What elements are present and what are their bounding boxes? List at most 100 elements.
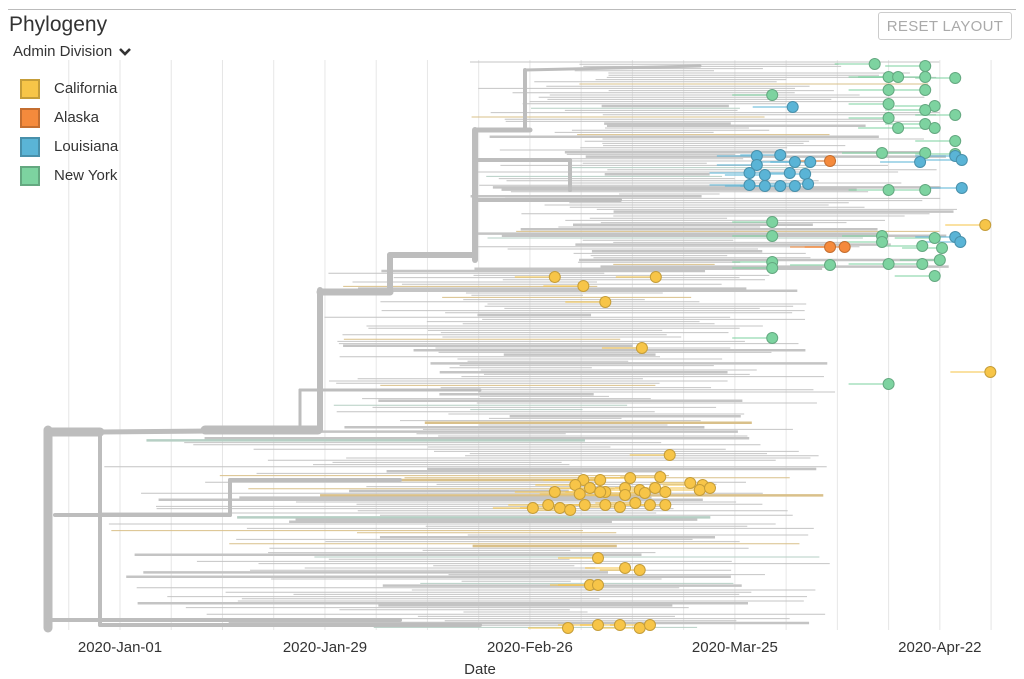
tip-california[interactable] [649, 482, 662, 494]
tip-louisiana[interactable] [788, 156, 801, 168]
tip-california[interactable] [573, 488, 586, 500]
tip-new-york[interactable] [949, 135, 962, 147]
tip-california[interactable] [613, 619, 626, 631]
legend-item-new-york[interactable]: New York [20, 161, 118, 190]
tip-new-york[interactable] [766, 89, 779, 101]
tip-new-york[interactable] [919, 147, 932, 159]
tip-new-york[interactable] [766, 262, 779, 274]
tip-new-york[interactable] [882, 258, 895, 270]
tip-new-york[interactable] [876, 236, 889, 248]
tip-california[interactable] [591, 579, 604, 591]
tip-new-york[interactable] [919, 71, 932, 83]
tip-new-york[interactable] [916, 240, 929, 252]
tip-california[interactable] [619, 489, 632, 501]
tip-california[interactable] [633, 622, 646, 634]
tip-alaska[interactable] [838, 241, 851, 253]
tip-new-york[interactable] [882, 84, 895, 96]
tip-california[interactable] [633, 564, 646, 576]
tip-new-york[interactable] [882, 378, 895, 390]
tip-new-york[interactable] [868, 58, 881, 70]
tip-california[interactable] [561, 622, 574, 634]
tip-california[interactable] [613, 501, 626, 513]
tip-california[interactable] [619, 562, 632, 574]
tip-new-york[interactable] [876, 147, 889, 159]
tip-new-york[interactable] [936, 242, 949, 254]
tip-new-york[interactable] [919, 104, 932, 116]
tip-california[interactable] [578, 499, 591, 511]
tip-new-york[interactable] [882, 112, 895, 124]
tip-louisiana[interactable] [758, 180, 771, 192]
tip-california[interactable] [594, 474, 607, 486]
tip-california[interactable] [542, 499, 555, 511]
tip-california[interactable] [526, 502, 539, 514]
tip-california[interactable] [577, 280, 590, 292]
tip-new-york[interactable] [928, 270, 941, 282]
tip-california[interactable] [629, 497, 642, 509]
tip-new-york[interactable] [928, 232, 941, 244]
tip-louisiana[interactable] [758, 169, 771, 181]
tip-louisiana[interactable] [750, 159, 763, 171]
tip-louisiana[interactable] [774, 180, 787, 192]
tip-new-york[interactable] [766, 230, 779, 242]
legend-item-alaska[interactable]: Alaska [20, 103, 118, 132]
tip-louisiana[interactable] [804, 156, 817, 168]
tip-new-york[interactable] [882, 184, 895, 196]
tip-california[interactable] [984, 366, 997, 378]
tip-new-york[interactable] [933, 254, 946, 266]
tip-california[interactable] [663, 449, 676, 461]
tip-louisiana[interactable] [802, 178, 815, 190]
tip-louisiana[interactable] [954, 236, 967, 248]
tip-california[interactable] [693, 484, 706, 496]
tip-new-york[interactable] [892, 122, 905, 134]
legend-item-california[interactable]: California [20, 74, 118, 103]
tip-louisiana[interactable] [799, 168, 812, 180]
tip-louisiana[interactable] [914, 156, 927, 168]
tip-new-york[interactable] [892, 71, 905, 83]
tip-california[interactable] [635, 342, 648, 354]
tip-louisiana[interactable] [955, 154, 968, 166]
tip-california[interactable] [548, 271, 561, 283]
tip-california[interactable] [583, 482, 596, 494]
tip-new-york[interactable] [824, 259, 837, 271]
tip-california[interactable] [599, 499, 612, 511]
tip-california[interactable] [659, 486, 672, 498]
tip-california[interactable] [643, 619, 656, 631]
tip-new-york[interactable] [919, 84, 932, 96]
tip-california[interactable] [591, 552, 604, 564]
tip-new-york[interactable] [766, 332, 779, 344]
tip-california[interactable] [643, 499, 656, 511]
tip-california[interactable] [659, 499, 672, 511]
tip-new-york[interactable] [919, 60, 932, 72]
tip-louisiana[interactable] [786, 101, 799, 113]
tip-louisiana[interactable] [955, 182, 968, 194]
color-by-dropdown[interactable]: Admin Division [13, 43, 132, 60]
tip-california[interactable] [599, 296, 612, 308]
tip-alaska[interactable] [824, 155, 837, 167]
tip-new-york[interactable] [766, 216, 779, 228]
tip-new-york[interactable] [919, 184, 932, 196]
tip-california[interactable] [684, 477, 697, 489]
tip-louisiana[interactable] [774, 149, 787, 161]
tip-new-york[interactable] [882, 98, 895, 110]
tip-california[interactable] [564, 504, 577, 516]
tip-california[interactable] [979, 219, 992, 231]
tip-louisiana[interactable] [743, 167, 756, 179]
tip-louisiana[interactable] [743, 179, 756, 191]
tip-california[interactable] [649, 271, 662, 283]
tip-california[interactable] [654, 471, 667, 483]
tip-california[interactable] [638, 487, 651, 499]
tip-california[interactable] [591, 619, 604, 631]
tip-california[interactable] [594, 486, 607, 498]
tip-louisiana[interactable] [788, 180, 801, 192]
tip-california[interactable] [548, 486, 561, 498]
tip-new-york[interactable] [949, 109, 962, 121]
tip-new-york[interactable] [949, 72, 962, 84]
tip-new-york[interactable] [928, 122, 941, 134]
tip-california[interactable] [624, 472, 637, 484]
tip-california[interactable] [703, 482, 716, 494]
legend-item-louisiana[interactable]: Louisiana [20, 132, 118, 161]
tip-alaska[interactable] [824, 241, 837, 253]
tip-louisiana[interactable] [783, 167, 796, 179]
reset-layout-button[interactable]: RESET LAYOUT [878, 12, 1012, 40]
